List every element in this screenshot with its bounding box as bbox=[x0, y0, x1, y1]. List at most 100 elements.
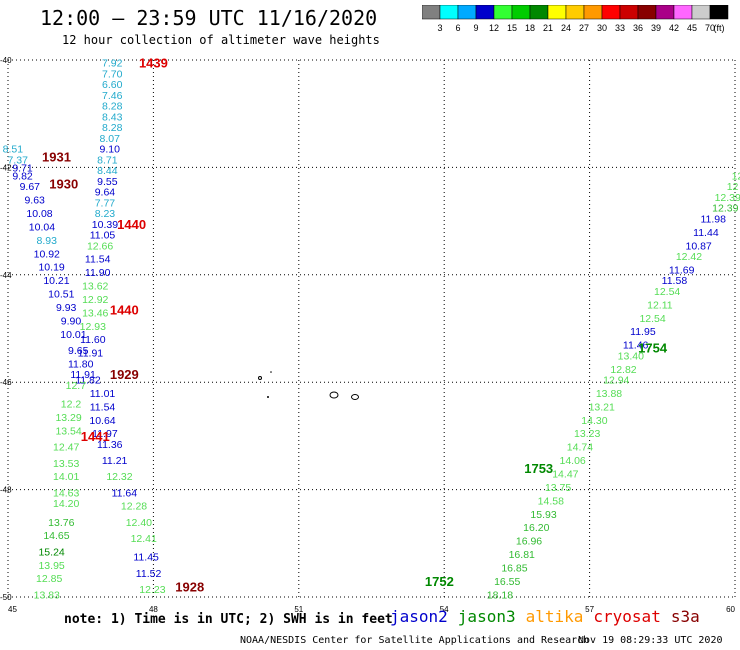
wave-height-label: 12.85 bbox=[36, 573, 62, 585]
wave-height-label: 13.53 bbox=[53, 458, 79, 470]
colorbar-label: 30 bbox=[597, 23, 607, 33]
wave-height-label: 11.58 bbox=[662, 275, 688, 287]
satellite-legend: jason2 jason3 altika cryosat s3a bbox=[390, 607, 710, 626]
units-note: note: 1) Time is in UTC; 2) SWH is in fe… bbox=[64, 612, 393, 627]
wave-height-label: 10.87 bbox=[686, 240, 712, 252]
wave-height-label: 10.51 bbox=[48, 289, 74, 301]
wave-height-label: 16.55 bbox=[494, 576, 520, 588]
wave-height-label: 10.64 bbox=[89, 415, 115, 427]
wave-height-label: 14.65 bbox=[43, 530, 69, 542]
pass-time-label: 1928 bbox=[175, 579, 204, 594]
wave-height-label: 11.80 bbox=[68, 358, 94, 370]
wave-height-label: 12.39 bbox=[712, 203, 738, 215]
wave-height-label: 12.47 bbox=[53, 442, 79, 454]
wave-height-colorbar: 3 6 9 12 15 18 21 24 27 30 33 36 39 42 45 70(ft) bbox=[422, 5, 729, 33]
wave-height-label: 11.60 bbox=[80, 334, 106, 346]
wave-height-label: 9.93 bbox=[56, 302, 77, 314]
wave-height-label: 13.62 bbox=[82, 281, 108, 293]
wave-height-label: 8.28 bbox=[102, 122, 123, 134]
wave-height-label: 12.54 bbox=[639, 313, 665, 325]
wave-height-label: 10.92 bbox=[34, 248, 60, 260]
wave-height-label: 12 bbox=[732, 170, 740, 182]
wave-height-label: 13.88 bbox=[596, 388, 622, 400]
pass-time-label: 1752 bbox=[425, 574, 454, 589]
colorbar-label: (ft) bbox=[714, 23, 725, 33]
wave-height-label: 12.42 bbox=[676, 251, 702, 263]
x-tick-label: 60 bbox=[726, 605, 735, 614]
wave-height-label: 12.41 bbox=[131, 533, 157, 545]
wave-height-label: 11.05 bbox=[90, 230, 116, 242]
legend-cryosat: cryosat bbox=[593, 607, 661, 626]
wave-height-label: 9.64 bbox=[95, 187, 116, 199]
y-tick-label: -46 bbox=[0, 378, 12, 387]
wave-height-label: 6.60 bbox=[102, 79, 123, 91]
pass-time-labels: 1439 1931 1930 1440 1440 1929 1441 1928 1754 1753… bbox=[42, 56, 668, 595]
wave-height-label: 10.01 bbox=[60, 329, 86, 341]
wave-height-label: 8.44 bbox=[97, 165, 118, 177]
wave-height-label: 11.52 bbox=[136, 568, 162, 580]
wave-height-label: 11.45 bbox=[133, 552, 159, 564]
wave-height-label: 12.66 bbox=[87, 240, 113, 252]
wave-height-label: 10.08 bbox=[26, 208, 52, 220]
colorbar-label: 6 bbox=[455, 23, 460, 33]
wave-height-label: 16.20 bbox=[523, 522, 549, 534]
wave-height-label: 12.2 bbox=[61, 399, 82, 411]
colorbar-label: 45 bbox=[687, 23, 697, 33]
wave-height-label: 8.28 bbox=[102, 101, 123, 113]
wave-height-label: 13.21 bbox=[589, 401, 615, 413]
legend-altika: altika bbox=[525, 607, 584, 626]
pass-time-label: 1440 bbox=[117, 217, 146, 232]
wave-height-label: 13.23 bbox=[574, 428, 600, 440]
wave-height-label: 14.20 bbox=[53, 498, 79, 510]
wave-height-label: 16.96 bbox=[516, 536, 542, 548]
wave-height-label: 14.47 bbox=[552, 468, 578, 480]
wave-height-label: 11.01 bbox=[90, 388, 116, 400]
colorbar-label: 18 bbox=[525, 23, 535, 33]
wave-height-label: 13.95 bbox=[38, 560, 64, 572]
wave-height-label: 11.44 bbox=[693, 227, 719, 239]
pass-time-label: 1754 bbox=[638, 340, 668, 355]
wave-height-label: 11.98 bbox=[700, 213, 726, 225]
wave-height-label: 11.95 bbox=[630, 326, 656, 338]
wave-height-label: 16.85 bbox=[501, 562, 527, 574]
wave-height-label: 12.54 bbox=[654, 286, 680, 298]
pass-time-label: 1439 bbox=[139, 56, 168, 71]
wave-height-label: 12.23 bbox=[139, 584, 165, 596]
wave-height-label: 8.71 bbox=[97, 154, 118, 166]
wave-height-label: 11.69 bbox=[669, 264, 695, 276]
wave-height-label: 11.46 bbox=[623, 340, 649, 352]
colorbar-swatch bbox=[709, 5, 729, 20]
wave-height-label: 9.10 bbox=[100, 144, 121, 156]
colorbar-label: 27 bbox=[579, 23, 589, 33]
legend-jason3: jason3 bbox=[457, 607, 516, 626]
wave-height-label: 14.58 bbox=[538, 495, 564, 507]
wave-height-label: 12.40 bbox=[126, 517, 152, 529]
legend-jason2: jason2 bbox=[390, 607, 448, 626]
island bbox=[270, 371, 272, 373]
island bbox=[351, 394, 359, 400]
map-title: 12:00 — 23:59 UTC 11/16/2020 bbox=[40, 6, 378, 30]
wave-height-label: 11.36 bbox=[97, 439, 123, 451]
islands bbox=[258, 371, 359, 400]
colorbar-label: 39 bbox=[651, 23, 661, 33]
wave-height-label: 11.54 bbox=[90, 401, 116, 413]
wave-height-label: 12.7 bbox=[66, 380, 87, 392]
wave-height-label: 13.54 bbox=[55, 426, 81, 438]
wave-height-label: 11.91 bbox=[70, 369, 96, 381]
y-tick-label: -44 bbox=[0, 271, 12, 280]
wave-height-label: 13.29 bbox=[55, 412, 81, 424]
wave-height-label: 9.71 bbox=[12, 162, 33, 174]
wave-height-label: 15.24 bbox=[38, 546, 64, 558]
wave-height-label: 9.67 bbox=[20, 181, 41, 193]
colorbar-label: 12 bbox=[489, 23, 499, 33]
footer-timestamp: Nov 19 08:29:33 UTC 2020 bbox=[578, 635, 723, 646]
pass-time-label: 1440 bbox=[110, 303, 139, 318]
wave-height-label: 10.04 bbox=[29, 221, 55, 233]
wave-height-label: 9.65 bbox=[68, 345, 89, 357]
y-tick-label: -40 bbox=[0, 56, 12, 65]
wave-height-label: 8.07 bbox=[100, 133, 121, 145]
colorbar-label: 42 bbox=[669, 23, 679, 33]
wave-height-label: 12.39 bbox=[715, 192, 740, 204]
wave-height-label: 16.81 bbox=[509, 549, 535, 561]
